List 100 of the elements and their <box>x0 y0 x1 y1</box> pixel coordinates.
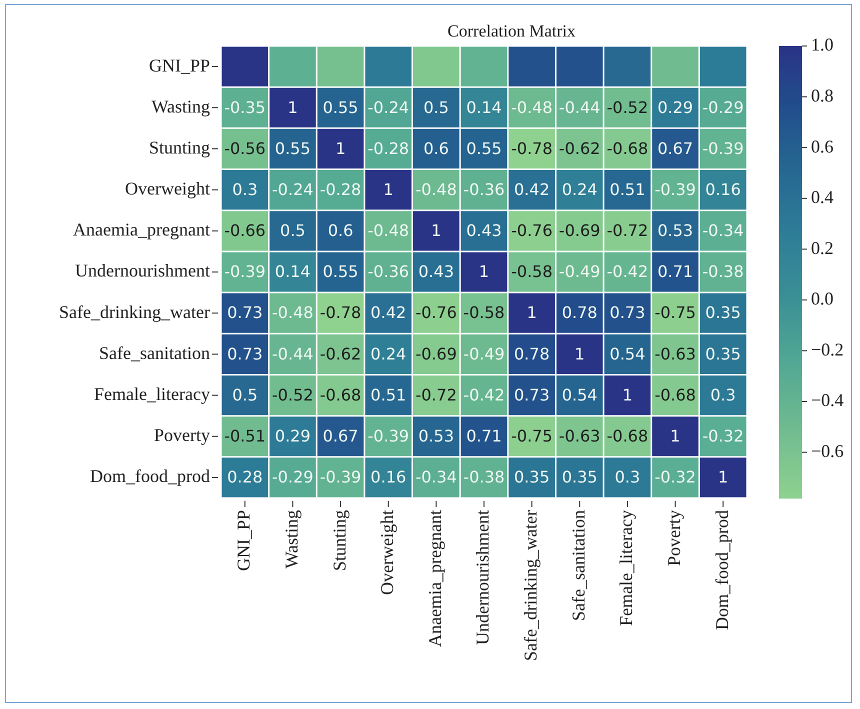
data-label: 0.43 <box>466 221 502 240</box>
data-label: 1 <box>622 385 633 404</box>
data-label: 0.51 <box>610 180 646 199</box>
data-label: 0.5 <box>280 221 306 240</box>
y-tick-label: Dom_food_prod <box>90 466 210 486</box>
data-label: -0.51 <box>224 426 266 446</box>
data-label: 0.42 <box>514 180 550 199</box>
data-label: 0.35 <box>514 468 550 487</box>
data-label: 1 <box>335 138 346 158</box>
data-label: -0.24 <box>368 98 410 117</box>
data-label: -0.58 <box>511 262 553 282</box>
data-label: -0.68 <box>606 138 648 158</box>
x-tick-label: Female_literacy <box>616 510 636 626</box>
data-label: -0.68 <box>606 426 648 446</box>
data-label: 0.29 <box>274 426 311 446</box>
data-label: -0.35 <box>224 98 266 117</box>
y-tick-label: Poverty <box>154 425 210 446</box>
color-bar-label: 0.6 <box>811 136 834 156</box>
data-label: 0.16 <box>370 468 406 487</box>
data-label: -0.34 <box>702 221 744 240</box>
data-label: 0.16 <box>705 180 741 199</box>
data-label: 0.35 <box>705 303 741 322</box>
x-tick-label: Safe_drinking_water <box>520 510 541 661</box>
data-label: 0.71 <box>657 262 694 282</box>
data-label: -0.32 <box>702 426 744 446</box>
x-tick-label: GNI_PP <box>234 510 254 572</box>
x-tick-label: Anaemia_pregnant <box>424 510 445 647</box>
data-label: -0.62 <box>320 344 362 364</box>
x-tick-label: Dom_food_prod <box>712 510 732 630</box>
data-label: 0.55 <box>274 138 311 158</box>
data-label: -0.44 <box>272 344 314 364</box>
data-label: -0.39 <box>224 262 266 282</box>
data-label: 0.73 <box>227 303 263 322</box>
data-label: 1 <box>431 221 442 240</box>
data-label: 0.35 <box>705 344 741 364</box>
x-tick-label: Overweight <box>377 510 398 595</box>
data-label: 0.42 <box>370 303 406 322</box>
data-label: 1 <box>288 98 298 117</box>
data-label: 0.5 <box>423 98 449 117</box>
data-label: -0.75 <box>511 426 553 446</box>
color-bar-label: −0.2 <box>811 339 844 360</box>
data-label: 0.54 <box>562 385 598 404</box>
data-label: -0.28 <box>368 138 410 158</box>
data-label: -0.68 <box>320 385 362 404</box>
color-bar-label: 0.0 <box>811 288 834 309</box>
data-label: -0.44 <box>558 98 600 117</box>
data-label: 1 <box>670 426 680 446</box>
y-tick-label: Stunting <box>148 137 210 158</box>
data-label: -0.58 <box>463 303 505 322</box>
y-tick-label: GNI_PP <box>148 55 210 76</box>
data-label: -0.42 <box>463 385 505 404</box>
data-label: -0.34 <box>415 468 457 487</box>
data-label: 0.28 <box>227 468 263 487</box>
data-label: -0.48 <box>368 221 410 240</box>
color-bar-label: −0.6 <box>811 441 844 462</box>
data-label: -0.48 <box>272 303 314 322</box>
data-label: 0.67 <box>322 426 358 446</box>
data-label: -0.32 <box>654 468 696 487</box>
color-bar-label: −0.4 <box>811 390 844 410</box>
data-label: -0.63 <box>654 344 696 364</box>
data-label: -0.68 <box>654 385 696 404</box>
data-label: -0.38 <box>463 468 505 487</box>
data-label: 0.73 <box>610 303 646 322</box>
data-label: 0.14 <box>466 98 502 117</box>
data-label: 0.24 <box>370 344 406 364</box>
y-tick-label: Female_literacy <box>94 384 210 404</box>
color-bar-label: 0.2 <box>811 238 834 258</box>
data-label: 0.43 <box>418 262 454 282</box>
x-tick-label: Safe_sanitation <box>568 510 588 621</box>
data-label: 1 <box>718 468 728 487</box>
data-label: -0.48 <box>511 98 553 117</box>
data-label: -0.39 <box>368 426 410 446</box>
chart-title: Correlation Matrix <box>448 21 576 40</box>
y-tick-label: Safe_sanitation <box>99 342 210 363</box>
data-label: -0.56 <box>224 138 266 158</box>
data-label: 0.78 <box>514 344 550 364</box>
data-label: 0.3 <box>232 180 258 199</box>
y-tick-label: Safe_drinking_water <box>59 302 210 322</box>
data-label: -0.72 <box>415 385 457 404</box>
data-label: 0.5 <box>232 385 258 404</box>
data-label: -0.63 <box>558 426 600 446</box>
data-label: 0.53 <box>657 221 694 240</box>
data-label: 0.3 <box>614 468 640 487</box>
data-label: -0.29 <box>272 468 314 487</box>
data-label: -0.48 <box>415 180 457 199</box>
data-label: -0.52 <box>272 385 314 404</box>
data-label: 0.54 <box>610 344 646 364</box>
data-label: -0.49 <box>463 344 505 364</box>
x-tick-label: Stunting <box>329 510 350 572</box>
data-label: -0.39 <box>702 138 744 158</box>
data-label: 0.3 <box>710 385 736 404</box>
data-label: 1 <box>383 180 394 199</box>
data-label: 1 <box>574 344 585 364</box>
y-tick-label: Wasting <box>151 96 210 116</box>
data-label: -0.75 <box>654 303 696 322</box>
data-label: -0.42 <box>606 262 648 282</box>
data-label: -0.78 <box>320 303 362 322</box>
data-label: 0.24 <box>562 180 598 199</box>
data-label: -0.76 <box>415 303 457 322</box>
data-label: 0.55 <box>322 98 358 117</box>
